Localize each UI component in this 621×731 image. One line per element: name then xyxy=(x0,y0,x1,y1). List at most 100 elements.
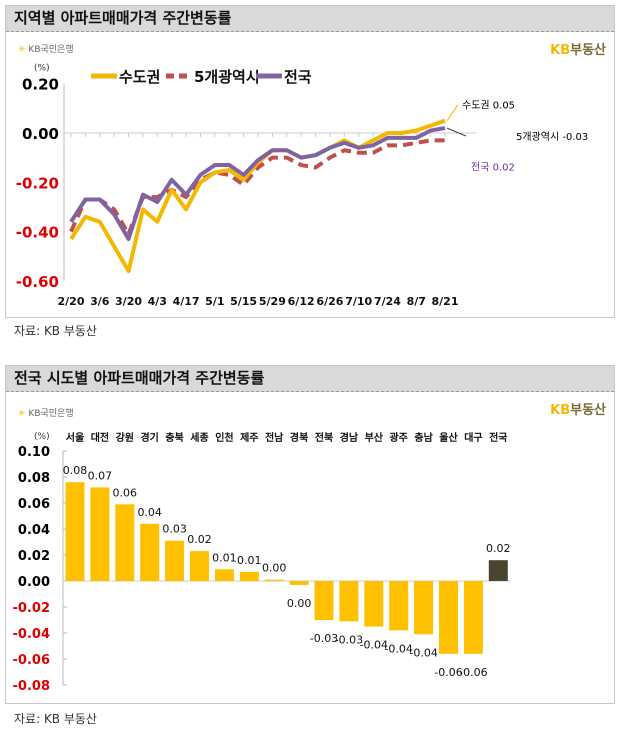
kb-realestate-logo: KB부동산 xyxy=(550,403,606,418)
x-tick-label: 4/17 xyxy=(173,295,200,308)
bar-세종 xyxy=(190,551,209,581)
bar-울산 xyxy=(439,581,458,654)
data-label: -0.04 xyxy=(409,646,437,659)
data-label: 0.08 xyxy=(63,464,88,477)
data-label: 0.04 xyxy=(137,506,162,519)
bar-인천 xyxy=(214,569,234,581)
line-chart-title: 지역별 아파트매매가격 주간변동률 xyxy=(6,6,614,32)
bar-대전 xyxy=(90,487,110,581)
bar-chart-panel: 전국 시도별 아파트매매가격 주간변동률 ✳ KB국민은행 KB부동산 (%) 0… xyxy=(5,365,615,704)
y-axis-unit: (%) xyxy=(34,64,50,74)
data-label: -0.06 xyxy=(434,666,462,679)
data-label: 0.06 xyxy=(113,486,138,499)
leader-line xyxy=(446,104,459,121)
category-label: 부산 xyxy=(365,431,384,444)
end-label: 수도권 0.05 xyxy=(462,100,515,112)
x-tick-label: 2/20 xyxy=(58,295,85,308)
bar-충남 xyxy=(414,581,434,635)
y-tick-label: 0.00 xyxy=(22,125,59,143)
x-tick-label: 7/24 xyxy=(374,295,401,308)
legend-label: 수도권 xyxy=(119,68,160,86)
y-tick-label: 0.02 xyxy=(18,549,50,564)
category-label: 강원 xyxy=(116,431,134,444)
bar-전북 xyxy=(314,581,334,620)
line-chart: (%) 0.20 0.00 -0.20 -0.40 -0.60 2/20 3/6 3/20 4/3… xyxy=(16,64,588,308)
y-tick-label: 0.06 xyxy=(18,497,50,512)
y-tick-label: 0.04 xyxy=(18,523,50,538)
category-label: 전국 xyxy=(489,431,507,444)
bar-경기 xyxy=(140,523,160,581)
kb-bank-logo: ✳ KB국민은행 xyxy=(18,45,74,55)
data-label: -0.06 xyxy=(459,666,487,679)
bar-제주 xyxy=(239,571,259,581)
bar-경북 xyxy=(289,581,309,585)
x-tick-label: 8/7 xyxy=(407,295,426,308)
data-label: 0.02 xyxy=(187,533,212,546)
category-label: 경북 xyxy=(290,431,308,444)
category-label: 광주 xyxy=(389,432,407,444)
x-tick-label: 5/1 xyxy=(205,295,224,308)
data-label: 0.01 xyxy=(237,554,262,567)
x-tick-label: 3/20 xyxy=(115,295,142,308)
x-tick-label: 7/10 xyxy=(345,295,372,308)
data-label: 0.07 xyxy=(88,469,113,482)
x-tick-label: 5/29 xyxy=(259,295,286,308)
category-label: 경기 xyxy=(140,431,158,444)
y-tick-label: 0.20 xyxy=(22,76,59,94)
x-tick-label: 8/21 xyxy=(432,295,459,308)
y-tick-label: -0.02 xyxy=(13,601,50,616)
bar-충북 xyxy=(165,540,185,581)
x-tick-label: 6/12 xyxy=(288,295,315,308)
bar-강원 xyxy=(115,504,135,581)
end-label: 5개광역시 -0.03 xyxy=(516,131,588,143)
source-note-2: 자료: KB 부동산 xyxy=(14,712,97,726)
line-chart-panel: 지역별 아파트매매가격 주간변동률 ✳ KB국민은행 KB부동산 (%) 0.20… xyxy=(5,5,615,318)
bar-전국 xyxy=(488,560,508,581)
category-label: 충북 xyxy=(165,431,183,444)
source-note-1: 자료: KB 부동산 xyxy=(14,324,97,338)
data-label: 0.01 xyxy=(212,551,237,564)
end-label: 전국 0.02 xyxy=(471,161,515,173)
category-label: 전남 xyxy=(265,431,284,444)
category-label: 경남 xyxy=(340,431,359,444)
data-label: -0.03 xyxy=(335,633,363,646)
data-label: -0.04 xyxy=(360,639,388,652)
category-label: 울산 xyxy=(439,431,458,444)
bar-chart: (%)0.100.080.060.040.020.00-0.02-0.04-0.… xyxy=(13,431,511,694)
x-tick-label: 4/3 xyxy=(148,295,167,308)
category-label: 대구 xyxy=(464,431,482,444)
bar-대구 xyxy=(463,581,483,654)
data-label: -0.03 xyxy=(310,632,338,645)
category-label: 대전 xyxy=(91,431,109,444)
bar-전남 xyxy=(264,579,284,581)
data-label: 0.02 xyxy=(486,542,511,555)
data-label: 0.00 xyxy=(287,597,312,610)
y-tick-label: 0.10 xyxy=(18,445,50,460)
data-label: -0.04 xyxy=(384,642,412,655)
kb-realestate-logo: KB부동산 xyxy=(550,43,606,58)
bar-광주 xyxy=(389,581,409,631)
x-tick-label: 6/26 xyxy=(316,295,343,308)
y-tick-label: -0.60 xyxy=(16,273,59,291)
x-tick-label: 3/6 xyxy=(90,295,110,308)
x-tick-label: 5/15 xyxy=(230,295,257,308)
bar-부산 xyxy=(364,581,384,627)
legend-label: 5개광역시 xyxy=(194,68,260,86)
category-label: 인천 xyxy=(215,431,233,444)
y-tick-label: -0.08 xyxy=(13,679,50,694)
bar-서울 xyxy=(65,482,85,581)
category-label: 제주 xyxy=(240,431,258,444)
leader-line xyxy=(446,127,467,137)
legend-label: 전국 xyxy=(284,68,312,86)
data-label: 0.00 xyxy=(262,562,287,575)
category-label: 서울 xyxy=(66,431,84,444)
y-tick-label: 0.00 xyxy=(18,575,50,590)
bar-경남 xyxy=(339,581,359,622)
data-label: 0.03 xyxy=(162,523,187,536)
series-line-1 xyxy=(69,138,445,237)
category-label: 전북 xyxy=(315,431,333,444)
kb-bank-logo: ✳ KB국민은행 xyxy=(18,409,74,419)
y-tick-label: -0.20 xyxy=(16,174,59,192)
bar-chart-title: 전국 시도별 아파트매매가격 주간변동률 xyxy=(6,366,614,392)
y-tick-label: 0.08 xyxy=(18,471,50,486)
